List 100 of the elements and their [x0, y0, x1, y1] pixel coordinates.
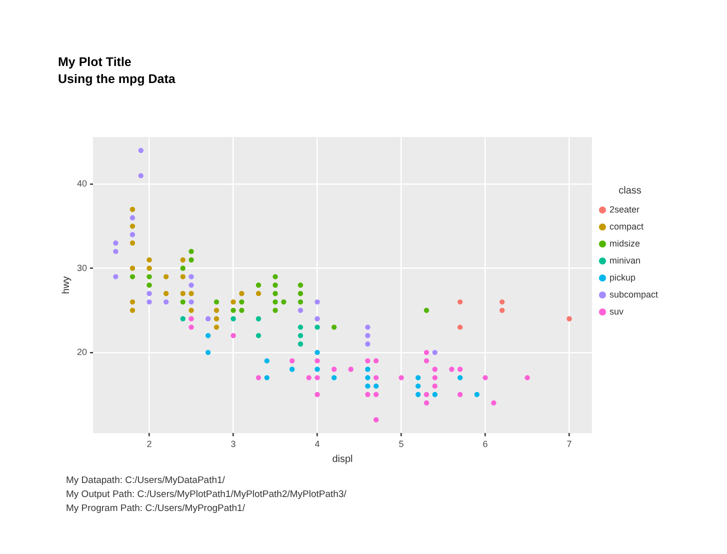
point — [424, 400, 430, 406]
point — [524, 375, 530, 380]
point — [298, 308, 304, 313]
point — [230, 316, 236, 322]
point — [272, 299, 278, 305]
point — [348, 366, 354, 372]
point — [188, 308, 194, 313]
point — [331, 366, 337, 372]
point — [188, 299, 194, 305]
point — [415, 383, 421, 389]
point — [373, 417, 379, 422]
point — [113, 240, 118, 246]
point — [239, 308, 244, 313]
point — [230, 299, 236, 305]
point — [214, 299, 220, 305]
legend-label: midsize — [609, 238, 640, 248]
point — [180, 290, 186, 296]
legend-label: suv — [609, 306, 624, 316]
point — [180, 266, 186, 271]
legend-label: compact — [609, 221, 644, 232]
y-axis-title: hwy — [60, 276, 72, 294]
point — [230, 308, 236, 313]
point — [432, 392, 438, 398]
point — [415, 375, 421, 380]
point — [365, 358, 370, 364]
point — [188, 248, 194, 254]
point — [499, 299, 505, 305]
y-tick-label: 20 — [76, 346, 88, 357]
y-tick-label: 30 — [76, 262, 88, 273]
point — [365, 366, 370, 372]
point — [163, 299, 169, 305]
point — [432, 375, 438, 380]
point — [138, 173, 144, 178]
point — [180, 274, 186, 280]
point — [205, 332, 211, 338]
point — [146, 266, 152, 271]
point — [281, 299, 286, 305]
point — [491, 400, 496, 406]
point — [146, 257, 152, 262]
point — [130, 299, 136, 305]
x-axis-title: displ — [332, 454, 353, 465]
point — [314, 375, 320, 380]
point — [457, 366, 463, 372]
chart-title: My Plot Title — [58, 54, 132, 69]
point — [256, 290, 262, 296]
point — [188, 274, 194, 280]
point — [214, 308, 220, 313]
point — [314, 366, 320, 372]
point — [180, 257, 186, 262]
point — [432, 383, 438, 389]
legend-title: class — [618, 185, 642, 196]
point — [113, 274, 118, 280]
point — [474, 392, 480, 398]
point — [373, 358, 379, 364]
point — [449, 366, 454, 372]
point — [256, 316, 262, 322]
point — [239, 299, 244, 305]
point — [188, 290, 194, 296]
point — [314, 316, 320, 322]
point — [130, 224, 136, 229]
point — [365, 332, 370, 338]
point — [314, 358, 320, 364]
point — [331, 324, 337, 330]
point — [298, 282, 304, 288]
point — [214, 324, 220, 330]
point — [180, 299, 186, 305]
point — [289, 366, 295, 372]
y-tick-label: 40 — [76, 178, 88, 189]
point — [130, 232, 136, 238]
point — [130, 308, 136, 313]
point — [415, 392, 421, 398]
point — [298, 290, 304, 296]
point — [230, 332, 236, 338]
point — [314, 299, 320, 305]
point — [373, 392, 379, 398]
point — [205, 316, 211, 322]
point — [272, 308, 278, 313]
point — [424, 308, 430, 313]
point — [314, 392, 320, 398]
x-tick-label: 6 — [482, 439, 488, 450]
point — [365, 324, 370, 330]
point — [365, 392, 370, 398]
point — [272, 274, 278, 280]
point — [457, 375, 463, 380]
x-tick-label: 4 — [314, 439, 320, 450]
point — [239, 290, 244, 296]
point — [424, 358, 430, 364]
text: My Output Path: C:/Users/MyPlotPath1/MyPlotPath2/MyPlotPath3/ — [66, 488, 346, 502]
point — [188, 282, 194, 288]
point — [289, 358, 295, 364]
point — [298, 299, 304, 305]
point — [314, 324, 320, 330]
point — [424, 392, 430, 398]
x-tick-label: 7 — [566, 439, 572, 450]
x-tick-label: 2 — [146, 439, 152, 450]
x-tick-label: 3 — [230, 439, 236, 450]
point — [432, 350, 438, 356]
point — [130, 274, 136, 280]
point — [130, 240, 136, 246]
point — [499, 308, 505, 313]
